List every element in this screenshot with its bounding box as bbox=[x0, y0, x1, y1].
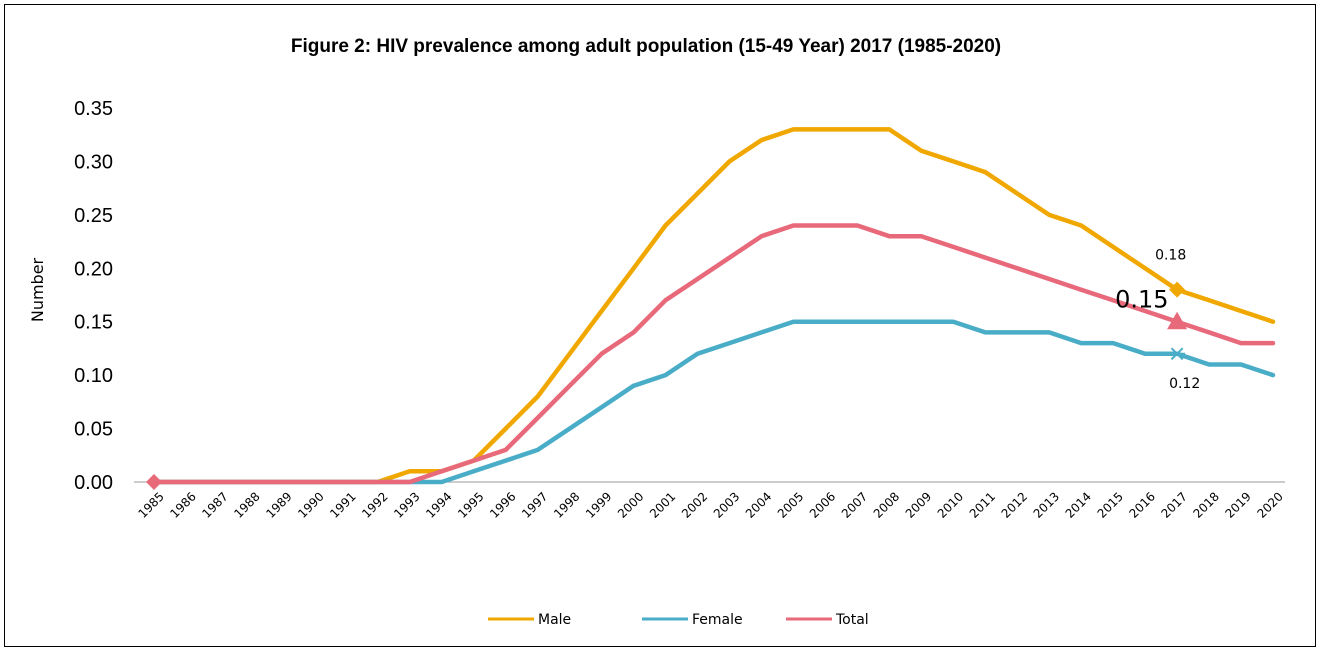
x-tick-label: 2012 bbox=[999, 489, 1030, 520]
x-tick-label: 1985 bbox=[135, 489, 166, 520]
x-tick-label: 2019 bbox=[1222, 489, 1253, 520]
y-tick-label: 0.30 bbox=[74, 151, 113, 173]
legend-label: Male bbox=[538, 612, 571, 628]
y-axis-ticks: 0.00 0.05 0.10 0.15 0.20 0.25 0.30 0.35 bbox=[74, 98, 113, 494]
data-label-male: 0.18 bbox=[1155, 248, 1186, 264]
legend-label: Female bbox=[692, 612, 743, 628]
legend-label: Total bbox=[835, 612, 869, 628]
x-tick-label: 1987 bbox=[199, 489, 230, 520]
x-tick-label: 1995 bbox=[455, 489, 486, 520]
x-tick-label: 2007 bbox=[839, 489, 870, 520]
line-chart: Figure 2: HIV prevalence among adult pop… bbox=[28, 36, 1286, 628]
x-tick-label: 2017 bbox=[1159, 489, 1190, 520]
chart-frame: Figure 2: HIV prevalence among adult pop… bbox=[4, 4, 1316, 647]
marker-star-stroke bbox=[1170, 347, 1184, 361]
x-tick-label: 1997 bbox=[519, 489, 550, 520]
x-tick-label: 1994 bbox=[423, 489, 454, 520]
x-tick-label: 1989 bbox=[263, 489, 294, 520]
y-tick-label: 0.25 bbox=[74, 205, 113, 227]
x-tick-label: 2001 bbox=[647, 489, 678, 520]
legend: Male Female Total bbox=[488, 612, 869, 628]
x-tick-label: 2003 bbox=[711, 489, 742, 520]
x-tick-label: 2009 bbox=[903, 489, 934, 520]
y-tick-label: 0.05 bbox=[74, 419, 113, 441]
x-tick-label: 2020 bbox=[1254, 489, 1285, 520]
marker-star-female bbox=[1169, 347, 1186, 361]
data-label-total: 0.15 bbox=[1115, 286, 1168, 314]
chart-title: Figure 2: HIV prevalence among adult pop… bbox=[291, 36, 1001, 57]
legend-item-male: Male bbox=[488, 612, 571, 628]
marker-diamond-total bbox=[146, 474, 162, 490]
series-line-female bbox=[151, 319, 1276, 485]
x-tick-label: 1993 bbox=[391, 489, 422, 520]
y-tick-label: 0.20 bbox=[74, 258, 113, 280]
x-tick-label: 1999 bbox=[583, 489, 614, 520]
x-tick-label: 2013 bbox=[1031, 489, 1062, 520]
x-tick-label: 1991 bbox=[327, 489, 358, 520]
x-tick-label: 1986 bbox=[167, 489, 198, 520]
data-label-female: 0.12 bbox=[1169, 376, 1200, 392]
x-tick-label: 1988 bbox=[231, 489, 262, 520]
marker-triangle-total bbox=[1167, 311, 1188, 330]
x-tick-label: 2014 bbox=[1063, 489, 1094, 520]
x-tick-label: 2005 bbox=[775, 489, 806, 520]
x-tick-label: 2006 bbox=[807, 489, 838, 520]
y-tick-label: 0.15 bbox=[74, 312, 113, 334]
x-tick-label: 2002 bbox=[679, 489, 710, 520]
x-tick-label: 1996 bbox=[487, 489, 518, 520]
x-tick-label: 2000 bbox=[615, 489, 646, 520]
legend-item-female: Female bbox=[642, 612, 743, 628]
x-tick-label: 1992 bbox=[359, 489, 390, 520]
y-axis-label: Number bbox=[28, 257, 47, 322]
legend-item-total: Total bbox=[786, 612, 869, 628]
series-lines bbox=[151, 127, 1276, 485]
x-tick-label: 2015 bbox=[1095, 489, 1126, 520]
x-tick-label: 2016 bbox=[1127, 489, 1158, 520]
series-markers: 0.18 0.15 0.12 bbox=[146, 248, 1200, 490]
x-tick-label: 1990 bbox=[295, 489, 326, 520]
x-tick-label: 1998 bbox=[551, 489, 582, 520]
marker-diamond-male bbox=[1169, 281, 1186, 298]
y-tick-label: 0.00 bbox=[74, 472, 113, 494]
x-tick-label: 2004 bbox=[743, 489, 774, 520]
x-tick-label: 2011 bbox=[967, 489, 998, 520]
x-tick-label: 2018 bbox=[1190, 489, 1221, 520]
x-axis-ticks: 1985 1986 1987 1988 1989 1990 1991 1992 1993 1994… bbox=[135, 489, 1285, 520]
series-line-total bbox=[151, 223, 1276, 485]
series-line-male bbox=[151, 127, 1276, 485]
x-tick-label: 2010 bbox=[935, 489, 966, 520]
y-tick-label: 0.10 bbox=[74, 365, 113, 387]
y-tick-label: 0.35 bbox=[74, 98, 113, 120]
x-tick-label: 2008 bbox=[871, 489, 902, 520]
